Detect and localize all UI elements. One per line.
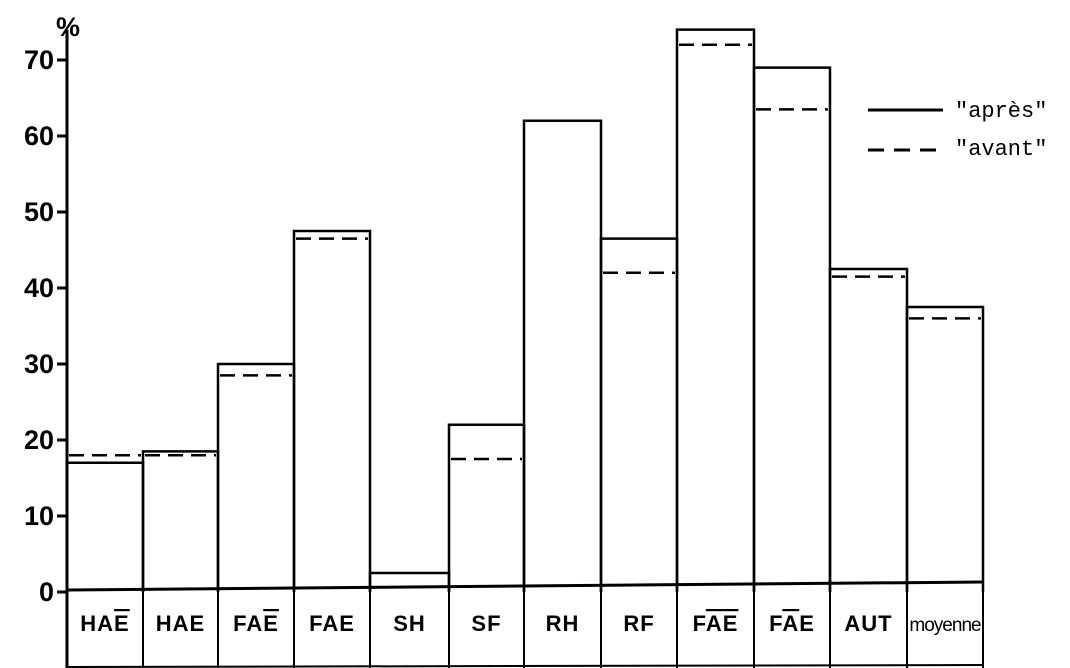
bar-apres: [370, 573, 449, 592]
bar-apres: [449, 425, 524, 592]
legend-label-avant: "avant": [955, 137, 1047, 162]
bar-apres: [601, 239, 677, 592]
category-label: RH: [546, 611, 580, 636]
category-label: HAE: [156, 611, 205, 636]
category-label: FAE: [769, 611, 815, 636]
legend: "après" "avant": [868, 99, 1047, 162]
y-tick-label: 50: [24, 197, 54, 227]
bar-apres: [677, 30, 754, 592]
category-label: moyenne: [909, 615, 981, 636]
category-labels: HAE HAE FAE FAE SH SF RH RF FAE FAE AUT moyenne: [80, 611, 981, 636]
bar-apres: [143, 451, 218, 592]
y-tick-label: 20: [24, 425, 54, 455]
y-tick-label: 40: [24, 273, 54, 303]
y-ticks: 0 10 20 30 40 50 60 70: [24, 45, 67, 607]
bar-apres: [294, 231, 370, 592]
legend-label-apres: "après": [955, 99, 1047, 124]
category-label: SH: [393, 611, 426, 636]
category-label: AUT: [844, 611, 892, 636]
category-label: FAE: [693, 611, 739, 636]
y-tick-label: 0: [39, 577, 54, 607]
category-label: SF: [471, 611, 501, 636]
bar-apres: [754, 68, 830, 592]
bar-apres: [67, 463, 143, 592]
y-tick-label: 30: [24, 349, 54, 379]
bar-apres: [907, 307, 983, 592]
y-tick-label: 10: [24, 501, 54, 531]
category-label: FAE: [233, 611, 279, 636]
bar-apres: [524, 121, 601, 592]
category-label: HAE: [80, 611, 129, 636]
category-label: FAE: [309, 611, 355, 636]
bars: [67, 30, 983, 592]
bar-apres: [218, 364, 294, 592]
y-tick-label: 60: [24, 121, 54, 151]
category-label: RF: [623, 611, 654, 636]
bar-apres: [830, 269, 907, 592]
y-tick-label: 70: [24, 45, 54, 75]
